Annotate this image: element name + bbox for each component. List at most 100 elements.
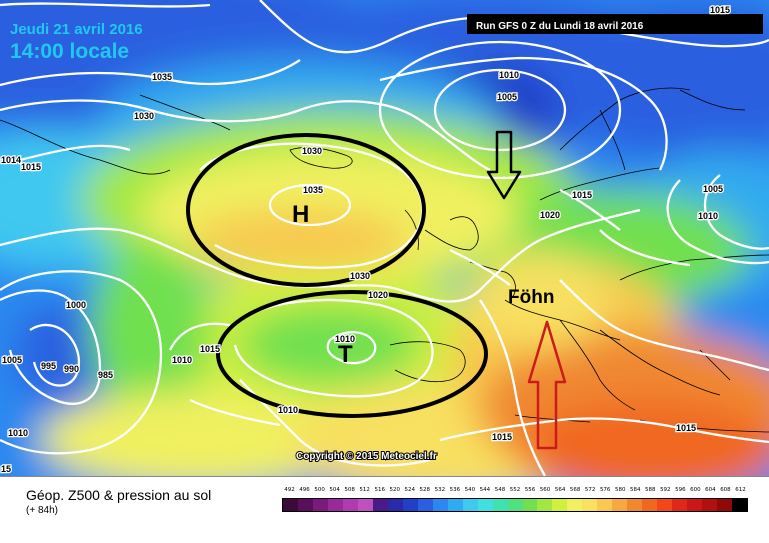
color-scale-swatch bbox=[372, 499, 388, 511]
color-scale-swatch bbox=[387, 499, 403, 511]
color-scale-swatch bbox=[642, 499, 658, 511]
color-scale-swatch bbox=[492, 499, 508, 511]
color-scale-tick: 612 bbox=[735, 487, 746, 493]
color-scale-swatch bbox=[537, 499, 553, 511]
color-scale-swatch bbox=[462, 499, 478, 511]
color-scale-swatch bbox=[582, 499, 598, 511]
color-scale-ticks: 492 496 500 504 508 512 516 520 524 528 532 536 540 5… bbox=[282, 487, 748, 497]
color-scale-tick: 584 bbox=[630, 487, 641, 493]
isobar-value: 1020 bbox=[368, 290, 388, 300]
copyright-label: Copyright © 2015 Meteociel.fr bbox=[296, 451, 437, 462]
color-scale-tick: 604 bbox=[705, 487, 716, 493]
isobar-value: 1010 bbox=[499, 70, 519, 80]
color-scale-tick: 500 bbox=[314, 487, 325, 493]
color-scale-tick: 564 bbox=[554, 487, 566, 493]
color-scale-tick: 528 bbox=[419, 487, 431, 493]
isobar-value: 1030 bbox=[134, 111, 154, 121]
color-scale-swatch bbox=[627, 499, 643, 511]
color-scale-swatch bbox=[447, 499, 463, 511]
legend-title: Géop. Z500 & pression au sol bbox=[26, 487, 212, 503]
color-scale-tick: 496 bbox=[299, 487, 310, 493]
isobar-value: 1010 bbox=[335, 334, 355, 344]
isobar-value: 1020 bbox=[540, 210, 560, 220]
color-scale-swatch bbox=[507, 499, 523, 511]
color-scale-tick: 600 bbox=[690, 487, 701, 493]
color-scale-swatch bbox=[522, 499, 538, 511]
isobar-value: 1015 bbox=[676, 423, 696, 433]
run-banner bbox=[467, 14, 763, 34]
color-scale-tick: 520 bbox=[389, 487, 400, 493]
color-scale-tick: 592 bbox=[660, 487, 671, 493]
isobar-value: 1005 bbox=[497, 92, 517, 102]
color-scale-tick: 512 bbox=[359, 487, 370, 493]
up-arrow-icon bbox=[527, 320, 567, 450]
color-scale-swatch bbox=[597, 499, 613, 511]
color-scale-swatch bbox=[432, 499, 448, 511]
high-label: H bbox=[292, 201, 309, 228]
isobar-value: 1005 bbox=[703, 184, 723, 194]
color-scale-tick: 508 bbox=[344, 487, 355, 493]
isobar-value: 1005 bbox=[2, 355, 22, 365]
color-scale-tick: 568 bbox=[569, 487, 581, 493]
run-label: Run GFS 0 Z du Lundi 18 avril 2016 bbox=[476, 21, 644, 32]
isobar-value: 15 bbox=[1, 464, 11, 474]
color-scale-tick: 524 bbox=[404, 487, 416, 493]
color-scale-swatch bbox=[402, 499, 418, 511]
isobar-value: 1010 bbox=[8, 428, 28, 438]
color-scale-tick: 492 bbox=[284, 487, 295, 493]
coastlines bbox=[0, 87, 769, 433]
low-pressure-circle bbox=[216, 290, 488, 418]
color-scale-tick: 588 bbox=[645, 487, 656, 493]
color-scale-tick: 540 bbox=[464, 487, 476, 493]
down-arrow-icon bbox=[486, 130, 522, 200]
color-scale-tick: 608 bbox=[720, 487, 731, 493]
isobar-value: 990 bbox=[64, 364, 79, 374]
color-scale-tick: 576 bbox=[599, 487, 611, 493]
isobar-value: 1030 bbox=[302, 146, 322, 156]
color-scale-tick: 572 bbox=[584, 487, 596, 493]
color-scale-swatch bbox=[567, 499, 583, 511]
color-scale-swatch bbox=[342, 499, 358, 511]
isobar-value: 1035 bbox=[303, 185, 323, 195]
isobar-value: 1030 bbox=[350, 271, 370, 281]
color-scale-tick: 580 bbox=[614, 487, 626, 493]
isobar-value: 1015 bbox=[710, 5, 730, 15]
geopotential-field bbox=[0, 0, 769, 476]
color-scale-tick: 532 bbox=[434, 487, 446, 493]
high-pressure-circle bbox=[186, 133, 426, 287]
isobar-value: 1015 bbox=[21, 162, 41, 172]
color-scale-tick: 556 bbox=[524, 487, 536, 493]
color-scale-swatch bbox=[657, 499, 673, 511]
isobar-value: 985 bbox=[98, 370, 113, 380]
legend-panel: Géop. Z500 & pression au sol (+ 84h) 492… bbox=[0, 476, 769, 543]
date-label: Jeudi 21 avril 2016 bbox=[10, 21, 143, 38]
color-scale-swatch bbox=[552, 499, 568, 511]
isobar-value: 995 bbox=[41, 361, 56, 371]
isobar-value: 1010 bbox=[172, 355, 192, 365]
color-scale-tick: 544 bbox=[479, 487, 491, 493]
isobar-values: 1015 1035 1030 1010 1005 1030 1035 1014 … bbox=[0, 4, 731, 476]
isobar-value: 1000 bbox=[66, 300, 86, 310]
color-scale-swatch bbox=[687, 499, 703, 511]
isobar-value: 1010 bbox=[698, 211, 718, 221]
color-scale-tick: 596 bbox=[675, 487, 686, 493]
isobar-value: 1015 bbox=[572, 190, 592, 200]
color-scale-swatch bbox=[477, 499, 493, 511]
isobar-value: 1010 bbox=[278, 405, 298, 415]
isobar-value: 1015 bbox=[200, 344, 220, 354]
color-scale-swatch bbox=[327, 499, 343, 511]
isobar-value: 1015 bbox=[492, 432, 512, 442]
isobar-value: 1035 bbox=[152, 72, 172, 82]
color-scale-swatch bbox=[312, 499, 328, 511]
color-scale-bar bbox=[282, 498, 748, 512]
legend-subtitle: (+ 84h) bbox=[26, 505, 58, 516]
color-scale-swatch bbox=[612, 499, 628, 511]
color-scale-swatch bbox=[672, 499, 688, 511]
color-scale-swatch bbox=[283, 499, 298, 511]
color-scale-swatch bbox=[357, 499, 373, 511]
color-scale-tick: 560 bbox=[539, 487, 551, 493]
isobar-value: 1014 bbox=[1, 155, 21, 165]
color-scale-tick: 504 bbox=[329, 487, 340, 493]
color-scale-tick: 516 bbox=[374, 487, 385, 493]
